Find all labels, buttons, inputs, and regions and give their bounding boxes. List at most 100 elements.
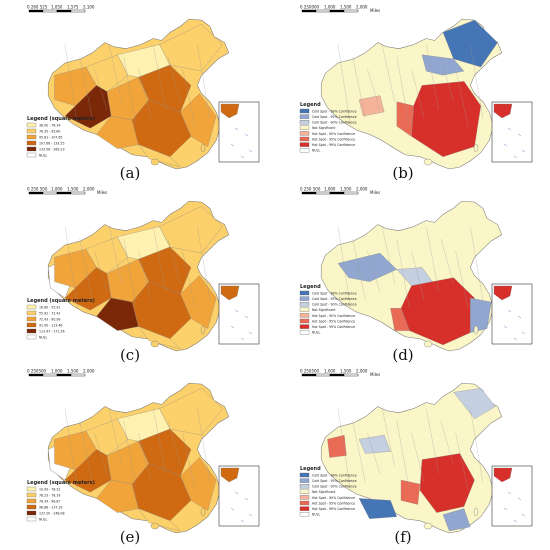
map-panel-a: 0 260 525 1,050 1,575 2,100 Legend (square m… [5,2,275,184]
region [138,64,192,113]
scale-bar-tick: 0 250 500 [27,187,48,192]
province-boundary [396,238,410,309]
map-svg-a: 0 260 525 1,050 1,575 2,100 Legend (square m… [26,5,260,170]
scale-bar-tick: 2,000 [83,187,95,192]
nine-dash-line [230,507,235,511]
south-china-sea-inset [491,283,533,345]
scale-bar-segment [56,9,72,13]
legend-label: NULL [39,335,47,339]
legend-swatch [26,328,37,334]
province-boundary [167,238,181,284]
nine-dash-line [248,331,253,335]
scale-bar-tick: 1,500 [340,369,352,374]
south-china-sea-inset [491,101,533,163]
legend-swatch [26,316,37,322]
province-boundary [396,420,410,491]
province-boundary [138,69,152,119]
nine-dash-line [521,513,526,517]
legend-title: Legend (square meters) [27,116,95,122]
legend-swatch [299,125,310,130]
nine-dash-line [507,309,512,313]
scale-bar-tick: 1,500 [67,187,79,192]
map-panel-c: 0 250 500 1,000 1,500 2,000 Miles Legend (squ… [5,184,275,366]
map-panel-f: 0 250500 1,000 1,500 2,000 Miles Legend Cold S… [278,366,548,548]
scale-bar-tick: 0 250500 [27,369,47,374]
region [138,508,182,532]
region [180,457,217,511]
scale-bar-segment [56,191,72,195]
legend-label: 107.66 - 133.55 [39,141,64,145]
scale-bar-segment [301,191,317,195]
scale-bar-tick: 2,000 [356,187,368,192]
hainan-island [150,158,160,166]
scale-bar-unit: Miles [370,372,380,377]
nine-dash-line [240,519,245,523]
province-boundary [138,433,152,483]
hainan-island [423,158,433,166]
province-boundary [94,69,108,110]
region [400,479,421,505]
legend-swatch [299,506,310,511]
nine-dash-line [521,149,526,153]
legend-swatch [26,322,37,328]
scale-bar-tick: 2,100 [83,5,95,10]
scale-bar-segment [315,9,331,13]
province-boundary [94,433,108,474]
china-map [47,382,230,534]
region [421,54,465,76]
legend-swatch [299,142,310,147]
legend-swatch [299,313,310,318]
taiwan-island [200,325,206,335]
china-map [47,18,230,170]
province-boundary [381,44,395,102]
province-boundary [337,226,351,309]
hainan-island [423,340,433,348]
panel-label-f: (f) [394,528,412,546]
legend-swatch [26,310,37,316]
region [390,308,410,331]
legend-label: Cold Spot - 95% Confidence [312,479,357,483]
legend-title: Legend [300,102,321,108]
scale-bar-tick: 1,500 [67,369,79,374]
region [96,297,139,331]
south-china-sea-inset [218,101,260,163]
scale-bar-segment [343,9,359,13]
province-boundary [455,433,469,491]
scale-bar-tick: 1,000 [324,369,336,374]
panel-label-a: (a) [119,164,141,182]
legend-swatch [26,492,37,498]
province-boundary [79,420,93,483]
legend-label: 137.20 - 248.08 [39,511,64,515]
legend-swatch [299,114,310,119]
legend-label: Cold Spot - 95% Confidence [312,115,357,119]
legend-swatch [299,307,310,312]
legend-swatch [299,131,310,136]
inset-land [493,103,513,119]
legend-title: Legend [300,466,321,472]
province-boundary [108,226,122,284]
province-boundary [64,408,78,491]
region [358,434,391,454]
legend-swatch [299,478,310,483]
legend-swatch [26,146,37,152]
province-boundary [123,420,137,491]
nine-dash-line [517,497,522,501]
province-boundary [153,226,166,292]
region [138,246,192,295]
legend-swatch [299,148,310,153]
nine-dash-line [517,315,522,319]
region [159,388,223,436]
region [159,24,223,72]
inset-land [493,285,513,301]
scale-bar-unit: Miles [370,8,380,13]
legend-label: Hot Spot - 90% Confidence [312,496,355,500]
scale-bar-tick: 1,050 [51,5,63,10]
nine-dash-line [521,331,526,335]
inset-land [220,467,240,483]
